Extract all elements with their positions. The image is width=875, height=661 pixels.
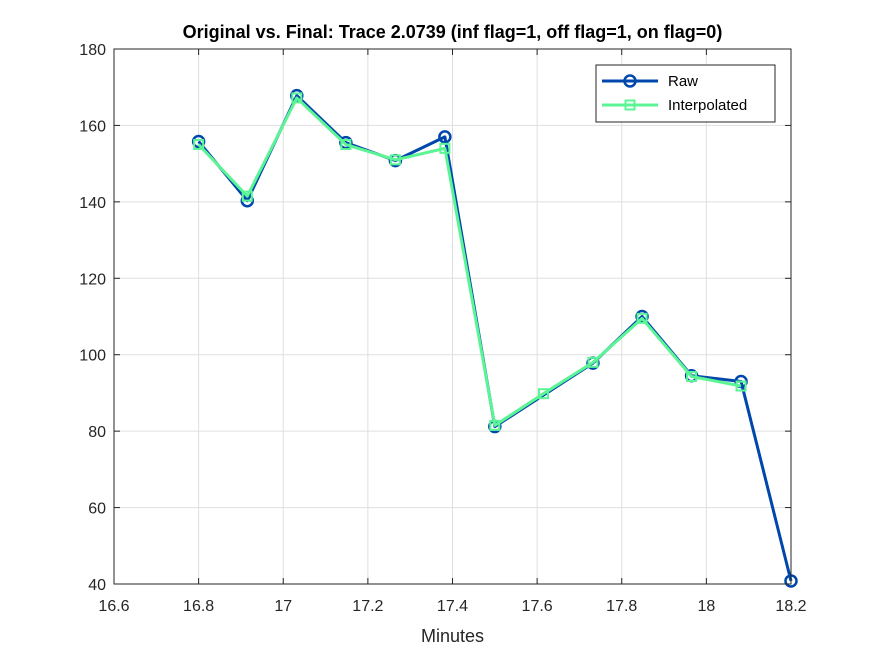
data-point: [686, 370, 698, 382]
chart-title: Original vs. Final: Trace 2.0739 (inf fl…: [183, 22, 723, 42]
series-interpolated: [193, 92, 747, 431]
series-layer: [191, 88, 798, 588]
series-line: [197, 96, 742, 427]
data-point: [537, 388, 549, 400]
y-tick-label: 120: [79, 271, 106, 288]
y-tick-label: 40: [88, 577, 106, 594]
y-tick-label: 160: [79, 118, 106, 135]
legend-label: Raw: [668, 73, 698, 90]
data-point: [438, 130, 452, 144]
x-tick-label: 16.8: [183, 598, 214, 615]
y-tick-label: 80: [88, 424, 106, 441]
y-tick-label: 60: [88, 501, 106, 518]
legend-item: Interpolated: [602, 97, 747, 114]
data-point: [636, 312, 648, 324]
data-point: [439, 142, 451, 154]
legend: Raw Interpolated: [595, 64, 776, 123]
y-tick-label: 180: [79, 42, 106, 59]
data-point: [389, 154, 401, 166]
legend-box: [595, 64, 776, 123]
data-point: [241, 190, 253, 202]
tick-labels: 16.6 16.8 17 17.2 17.4 17.6 17.8 18 18.2 40 60 80 10…: [79, 42, 806, 615]
legend-marker: [624, 99, 636, 111]
x-tick-label: 18: [697, 598, 715, 615]
legend-label: Interpolated: [668, 97, 747, 114]
tick-marks: [113, 48, 792, 585]
x-tick-label: 17.4: [437, 598, 468, 615]
x-tick-label: 17.6: [522, 598, 553, 615]
data-point: [587, 356, 599, 368]
data-point: [735, 380, 747, 392]
x-axis-label: Minutes: [421, 626, 484, 646]
data-point: [340, 139, 352, 151]
x-tick-label: 18.2: [775, 598, 806, 615]
x-tick-label: 17.8: [606, 598, 637, 615]
x-tick-label: 16.6: [98, 598, 129, 615]
data-point: [291, 92, 303, 104]
data-point: [489, 419, 501, 431]
y-tick-label: 140: [79, 195, 106, 212]
legend-item: Raw: [602, 73, 698, 90]
x-tick-label: 17: [274, 598, 292, 615]
legend-marker: [623, 74, 637, 88]
data-point: [193, 139, 205, 151]
y-tick-label: 100: [79, 348, 106, 365]
x-tick-label: 17.2: [352, 598, 383, 615]
